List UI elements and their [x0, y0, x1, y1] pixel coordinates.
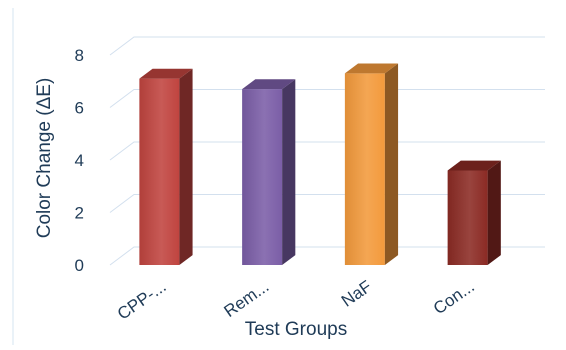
- gridline: [109, 246, 545, 266]
- y-tick-label: 8: [75, 46, 84, 65]
- x-tick-label: NaF: [338, 277, 375, 311]
- bar-top: [139, 68, 193, 79]
- y-axis-title: Color Change (ΔE): [34, 78, 55, 239]
- bar: [139, 68, 193, 265]
- x-tick-label: CPP-...: [114, 277, 170, 324]
- bar-front: [344, 73, 385, 265]
- gridline: [109, 89, 545, 108]
- bars: [139, 63, 501, 265]
- gridlines: [109, 36, 545, 266]
- y-tick-label: 6: [75, 99, 84, 118]
- gridline: [109, 141, 545, 161]
- bar: [242, 79, 296, 265]
- bar-side: [179, 68, 193, 265]
- y-tick-label: 0: [75, 256, 84, 275]
- bar-front: [242, 89, 283, 265]
- bar: [447, 160, 501, 265]
- bar-side: [282, 79, 296, 265]
- y-tick-labels: 0 2 4 6 8: [75, 46, 84, 275]
- y-tick-label: 4: [75, 151, 84, 170]
- x-axis-title: Test Groups: [245, 319, 347, 340]
- bar: [344, 63, 399, 265]
- bar-side: [487, 160, 501, 265]
- bar-front: [139, 78, 180, 265]
- x-tick-label: Con...: [430, 277, 478, 319]
- gridline: [109, 194, 545, 213]
- x-tick-labels: CPP-... Rem... NaF Con...: [114, 277, 478, 324]
- y-tick-label: 2: [75, 204, 84, 223]
- bar-front: [447, 170, 488, 265]
- x-tick-label: Rem...: [221, 277, 273, 321]
- gridline: [109, 36, 545, 56]
- bar-top: [447, 160, 501, 171]
- bar-side: [384, 63, 399, 265]
- bar-top: [242, 79, 296, 90]
- bar-top: [344, 63, 399, 74]
